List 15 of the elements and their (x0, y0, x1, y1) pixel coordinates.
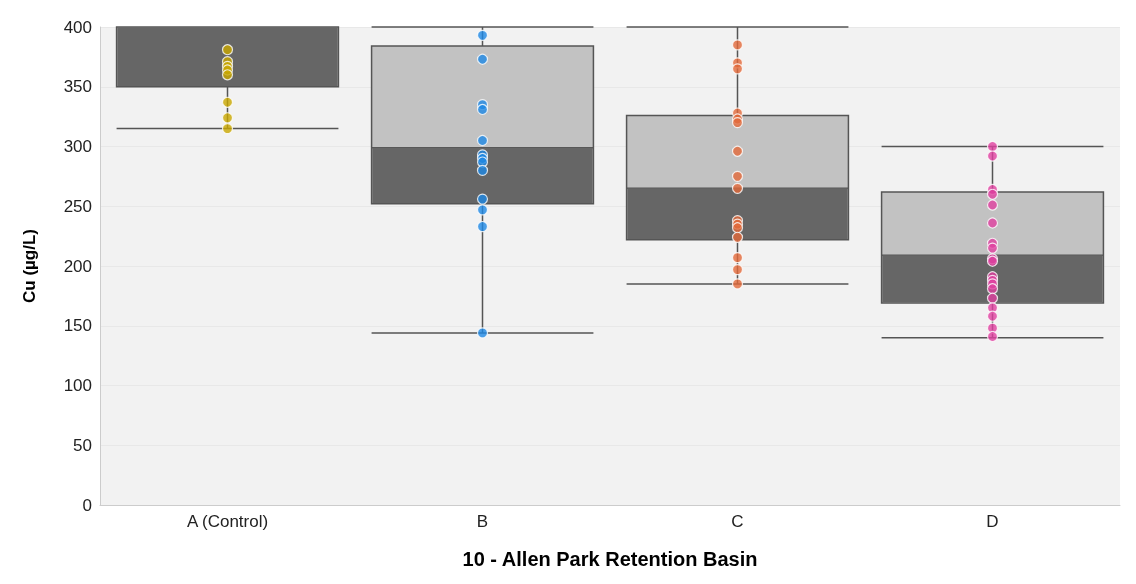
x-axis-title: 10 - Allen Park Retention Basin (462, 548, 758, 570)
y-axis-title: Cu (µg/L) (20, 229, 39, 303)
y-tick-label: 0 (82, 495, 92, 515)
x-tick-label: C (731, 512, 744, 531)
y-tick-label: 50 (73, 435, 92, 455)
y-tick-label: 200 (63, 256, 92, 276)
y-tick-label: 400 (63, 17, 92, 37)
y-tick-label: 150 (63, 316, 92, 336)
x-tick-label: A (Control) (186, 512, 269, 531)
x-tick-label: B (476, 512, 489, 531)
y-tick-label: 100 (63, 376, 92, 395)
y-tick-label: 350 (63, 77, 92, 97)
x-tick-label: D (986, 512, 999, 531)
y-tick-label: 250 (63, 196, 92, 216)
y-tick-label: 300 (63, 137, 92, 156)
